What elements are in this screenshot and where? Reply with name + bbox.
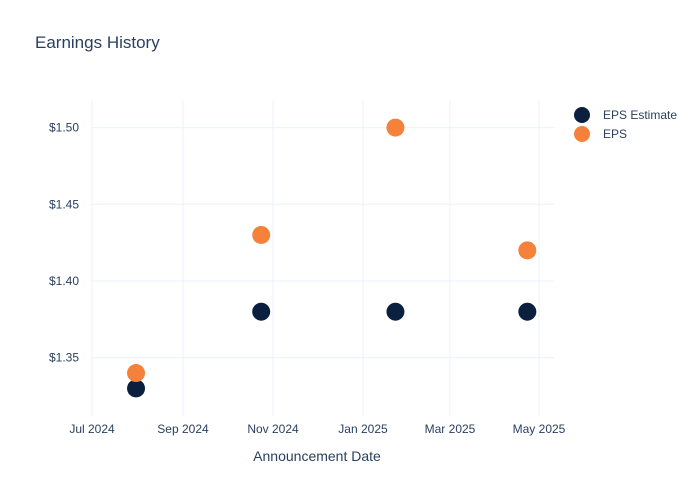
eps-estimate-point[interactable] (386, 302, 405, 321)
eps-point[interactable] (252, 225, 271, 244)
legend-label: EPS (603, 126, 628, 141)
legend-marker (574, 125, 590, 142)
x-tick-label: Mar 2025 (425, 422, 476, 436)
y-tick-label: $1.45 (49, 197, 79, 211)
legend: EPS Estimate EPS (574, 105, 677, 143)
y-tick-label: $1.40 (49, 274, 79, 288)
legend-label: EPS Estimate (603, 107, 678, 122)
y-tick-label: $1.50 (49, 121, 79, 135)
legend-item-eps[interactable]: EPS (574, 124, 677, 143)
x-tick-label: Jan 2025 (338, 422, 388, 436)
eps-estimate-point[interactable] (127, 379, 146, 398)
eps-estimate-point[interactable] (518, 302, 537, 321)
eps-point[interactable] (518, 241, 537, 260)
eps-estimate-point[interactable] (252, 302, 271, 321)
eps-point[interactable] (386, 118, 405, 137)
x-axis-label: Announcement Date (253, 448, 381, 464)
legend-item-eps-estimate[interactable]: EPS Estimate (574, 105, 677, 124)
x-tick-label: Nov 2024 (247, 422, 299, 436)
legend-marker (574, 106, 590, 123)
chart-title: Earnings History (35, 33, 160, 52)
x-tick-label: May 2025 (513, 422, 566, 436)
eps-point[interactable] (127, 364, 146, 383)
x-tick-label: Sep 2024 (157, 422, 209, 436)
y-tick-label: $1.35 (49, 351, 79, 365)
x-tick-label: Jul 2024 (69, 422, 115, 436)
